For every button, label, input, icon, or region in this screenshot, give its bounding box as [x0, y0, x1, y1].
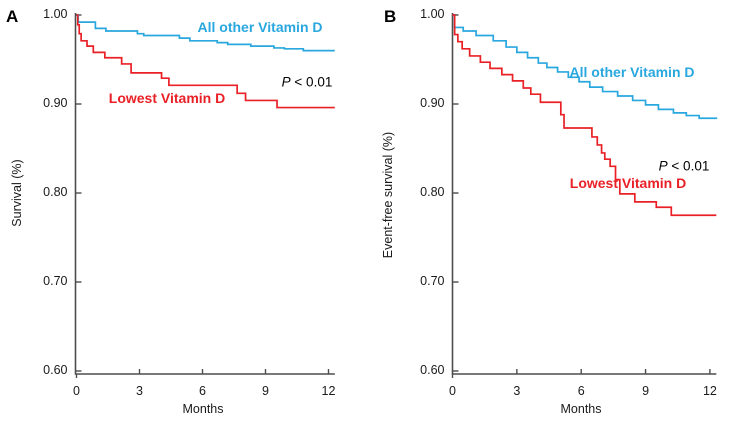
- series-label-lowest-vitd-a: Lowest Vitamin D: [108, 90, 226, 106]
- x-axis-title-b: Months: [560, 402, 602, 416]
- p-value-annotation-a: P < 0.01: [282, 75, 333, 90]
- y-tick-label-b-0.90: 0.90: [420, 96, 445, 110]
- y-tick-label-a-0.70: 0.70: [43, 274, 68, 288]
- y-axis-title-a: Survival (%): [10, 159, 24, 227]
- x-tick-label-b-6: 6: [577, 384, 585, 398]
- p-value-b: < 0.01: [667, 158, 710, 174]
- panel-letter-a: A: [6, 7, 19, 26]
- series-label-lowest-vitd-b: Lowest Vitamin D: [569, 175, 687, 191]
- x-tick-label-b-0: 0: [449, 384, 456, 398]
- x-tick-label-a-12: 12: [321, 384, 336, 398]
- x-tick-label-a-3: 3: [136, 384, 143, 398]
- y-tick-label-b-0.80: 0.80: [420, 185, 445, 199]
- y-tick-label-b-0.60: 0.60: [420, 363, 445, 377]
- survival-curve-b-lowest-vitamin-d: [452, 14, 717, 217]
- x-tick-label-a-0: 0: [73, 384, 80, 398]
- p-value-annotation-b: P < 0.01: [659, 159, 710, 174]
- y-tick-label-b-0.70: 0.70: [420, 274, 445, 288]
- y-tick-label-a-0.60: 0.60: [43, 363, 68, 377]
- y-axis-title-b: Event-free survival (%): [381, 131, 395, 259]
- p-symbol-a: P: [281, 74, 291, 90]
- x-tick-label-b-9: 9: [642, 384, 650, 398]
- survival-curve-a-lowest-vitamin-d: [76, 14, 335, 109]
- x-tick-label-b-12: 12: [702, 384, 717, 398]
- series-label-all-other-vitd-b: All other Vitamin D: [569, 64, 695, 80]
- p-symbol-b: P: [658, 158, 668, 174]
- y-tick-label-b-1.00: 1.00: [420, 7, 445, 21]
- y-tick-label-a-1.00: 1.00: [43, 7, 68, 21]
- survival-curve-b-all-other-vitamin-d: [452, 14, 718, 120]
- x-tick-label-a-6: 6: [199, 384, 206, 398]
- survival-curve-a-all-other-vitamin-d: [76, 14, 335, 52]
- y-tick-label-a-0.80: 0.80: [43, 185, 68, 199]
- x-tick-label-a-9: 9: [262, 384, 269, 398]
- panel-letter-b: B: [384, 7, 397, 26]
- x-axis-title-a: Months: [182, 402, 224, 416]
- p-value-a: < 0.01: [290, 74, 333, 90]
- y-tick-label-a-0.90: 0.90: [43, 96, 68, 110]
- axis-spine-a: [74, 13, 335, 375]
- series-label-all-other-vitd-a: All other Vitamin D: [197, 19, 323, 35]
- x-tick-label-b-3: 3: [513, 384, 521, 398]
